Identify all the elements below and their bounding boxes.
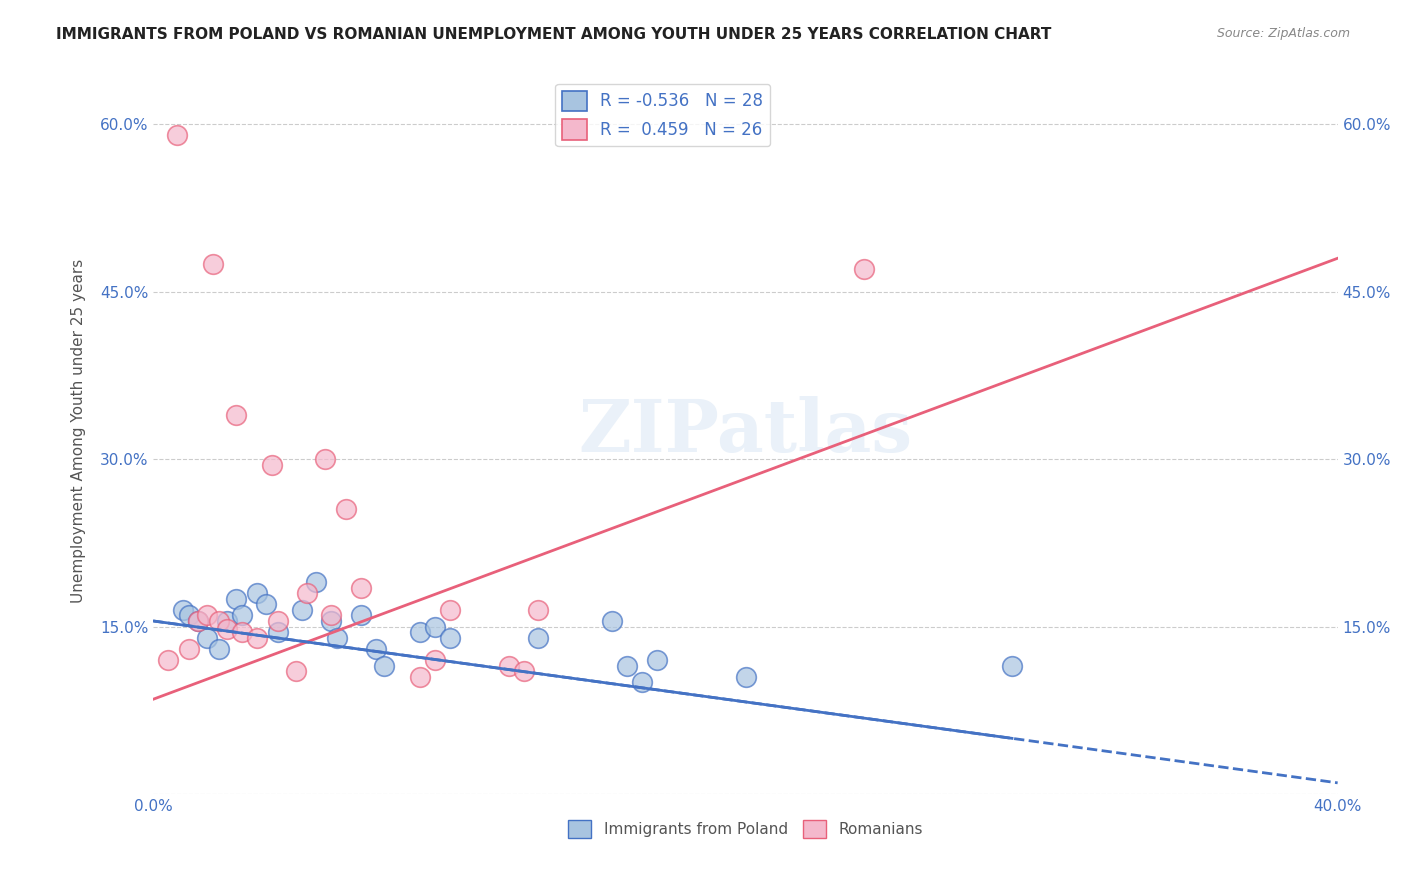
Point	[260, 458, 283, 472]
Point	[373, 658, 395, 673]
Point	[246, 586, 269, 600]
Point	[217, 614, 239, 628]
Y-axis label: Unemployment Among Youth under 25 years: Unemployment Among Youth under 25 years	[72, 260, 86, 603]
Point	[267, 625, 290, 640]
Legend: Immigrants from Poland, Romanians: Immigrants from Poland, Romanians	[562, 814, 929, 845]
Point	[207, 614, 229, 628]
Point	[616, 658, 638, 673]
Point	[631, 675, 654, 690]
Point	[225, 591, 247, 606]
Point	[527, 603, 550, 617]
Point	[207, 641, 229, 656]
Point	[645, 653, 668, 667]
Point	[187, 614, 209, 628]
Point	[364, 641, 387, 656]
Point	[231, 608, 253, 623]
Point	[225, 408, 247, 422]
Point	[177, 608, 200, 623]
Point	[423, 619, 446, 633]
Text: IMMIGRANTS FROM POLAND VS ROMANIAN UNEMPLOYMENT AMONG YOUTH UNDER 25 YEARS CORRE: IMMIGRANTS FROM POLAND VS ROMANIAN UNEMP…	[56, 27, 1052, 42]
Text: ZIPatlas: ZIPatlas	[578, 396, 912, 467]
Point	[267, 614, 290, 628]
Point	[319, 614, 342, 628]
Point	[166, 128, 188, 143]
Point	[195, 608, 218, 623]
Point	[423, 653, 446, 667]
Point	[201, 257, 224, 271]
Point	[326, 631, 349, 645]
Point	[439, 603, 461, 617]
Point	[297, 586, 319, 600]
Point	[246, 631, 269, 645]
Point	[319, 608, 342, 623]
Point	[734, 670, 756, 684]
Point	[284, 665, 307, 679]
Point	[187, 614, 209, 628]
Point	[305, 574, 328, 589]
Point	[231, 625, 253, 640]
Point	[409, 625, 432, 640]
Point	[335, 502, 357, 516]
Point	[217, 622, 239, 636]
Point	[157, 653, 180, 667]
Point	[527, 631, 550, 645]
Point	[409, 670, 432, 684]
Point	[314, 452, 336, 467]
Point	[602, 614, 624, 628]
Text: Source: ZipAtlas.com: Source: ZipAtlas.com	[1216, 27, 1350, 40]
Point	[512, 665, 534, 679]
Point	[1001, 658, 1024, 673]
Point	[852, 262, 875, 277]
Point	[439, 631, 461, 645]
Point	[350, 581, 373, 595]
Point	[498, 658, 520, 673]
Point	[172, 603, 194, 617]
Point	[350, 608, 373, 623]
Point	[254, 597, 277, 611]
Point	[177, 641, 200, 656]
Point	[195, 631, 218, 645]
Point	[290, 603, 312, 617]
